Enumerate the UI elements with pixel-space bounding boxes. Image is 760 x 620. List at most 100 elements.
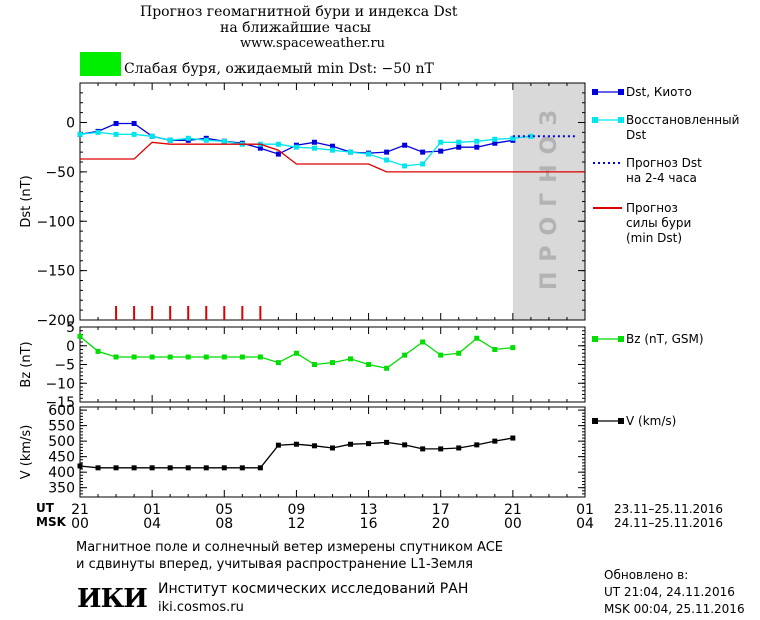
data-point — [77, 463, 83, 469]
msk-tick-label: 08 — [215, 516, 233, 532]
y-tick-label: −200 — [37, 313, 75, 329]
msk-tick-label: 12 — [288, 516, 306, 532]
data-point — [203, 137, 209, 143]
y-tick-label: 0 — [66, 339, 75, 355]
data-point — [239, 354, 245, 360]
data-point — [149, 354, 155, 360]
data-point — [384, 365, 390, 371]
data-point — [366, 362, 372, 367]
updated-label: Обновлено в: — [604, 568, 689, 582]
data-point — [293, 144, 299, 150]
data-point — [456, 139, 462, 145]
legend-marker — [592, 418, 598, 424]
data-point — [438, 352, 444, 358]
data-point — [420, 339, 426, 345]
ut-tick-label: 01 — [143, 502, 161, 518]
y-axis-label: Dst (nT) — [19, 175, 34, 227]
data-point — [131, 465, 137, 471]
data-point — [366, 441, 372, 447]
legend-label: Dst, Киото — [626, 85, 692, 99]
data-point — [402, 163, 408, 169]
data-point — [149, 133, 155, 139]
ut-label: UT — [36, 501, 54, 515]
data-point — [492, 140, 498, 146]
data-point — [456, 445, 462, 451]
data-point — [492, 347, 498, 352]
institute-url[interactable]: iki.cosmos.ru — [158, 600, 244, 615]
storm-status-text: Слабая буря, ожидаемый min Dst: −50 nT — [124, 61, 434, 77]
data-point — [95, 348, 101, 354]
data-point — [257, 354, 263, 360]
data-point — [185, 354, 191, 360]
data-point — [456, 144, 462, 150]
spaceweather-url[interactable]: www.spaceweather.ru — [240, 36, 386, 51]
y-tick-label: −50 — [45, 165, 75, 181]
data-point — [293, 441, 299, 447]
msk-tick-label: 16 — [360, 516, 378, 532]
legend-label: Dst — [626, 128, 646, 142]
ut-tick-label: 21 — [504, 502, 522, 518]
data-point — [384, 439, 390, 445]
data-point — [185, 465, 191, 471]
data-point — [239, 465, 245, 471]
data-point — [293, 350, 299, 356]
data-point — [492, 438, 498, 444]
data-point — [420, 149, 426, 155]
data-point — [311, 145, 317, 151]
y-tick-label: −150 — [37, 264, 75, 280]
y-tick-label: 550 — [48, 419, 75, 435]
ut-tick-label: 01 — [576, 502, 594, 518]
ut-tick-label: 13 — [360, 502, 378, 518]
ut-tick-label: 21 — [71, 502, 89, 518]
y-tick-label: 0 — [66, 116, 75, 132]
msk-tick-label: 04 — [576, 516, 594, 532]
data-point — [438, 446, 444, 452]
data-point — [113, 131, 119, 137]
data-point — [528, 133, 534, 139]
y-tick-label: 450 — [48, 450, 75, 466]
data-point — [474, 442, 480, 448]
title-line-1: Прогноз геомагнитной бури и индекса Dst — [140, 4, 458, 20]
y-axis-label: Bz (nT) — [19, 341, 34, 387]
legend-item-5: Bz (nT, GSM) — [592, 332, 704, 346]
title-line-2: на ближайшие часы — [220, 20, 372, 36]
data-point — [113, 120, 119, 126]
ut-tick-label: 05 — [215, 502, 233, 518]
series-line-4 — [80, 141, 585, 173]
data-point — [185, 135, 191, 141]
y-tick-label: −100 — [37, 214, 75, 230]
data-point — [203, 354, 209, 360]
y-tick-label: 400 — [48, 465, 75, 481]
data-point — [275, 442, 281, 448]
data-point — [438, 148, 444, 154]
legend-marker — [592, 336, 598, 342]
y-tick-label: 5 — [66, 320, 75, 336]
data-point — [275, 141, 281, 147]
legend-marker — [618, 117, 624, 123]
institute-name: Институт космических исследований РАН — [158, 581, 469, 597]
data-point — [402, 442, 408, 448]
data-point — [221, 465, 227, 471]
panel-frame — [79, 82, 586, 321]
y-tick-label: −5 — [54, 358, 75, 374]
data-point — [311, 139, 317, 145]
series-line-2 — [79, 131, 531, 167]
data-point — [167, 465, 173, 471]
forecast-band-label: ПРОГНОЗ — [537, 100, 562, 290]
data-point — [95, 465, 101, 471]
footer-note-line-1: Магнитное поле и солнечный ветер измерен… — [76, 540, 504, 555]
data-point — [257, 465, 263, 471]
legend-marker — [618, 89, 624, 95]
data-point — [384, 149, 390, 155]
legend-label: на 2-4 часа — [626, 171, 697, 185]
data-point — [77, 333, 83, 339]
data-point — [474, 144, 480, 150]
data-point — [384, 157, 390, 163]
data-point — [492, 136, 498, 142]
data-point — [311, 362, 317, 367]
msk-tick-label: 00 — [504, 516, 522, 532]
data-point — [438, 139, 444, 145]
